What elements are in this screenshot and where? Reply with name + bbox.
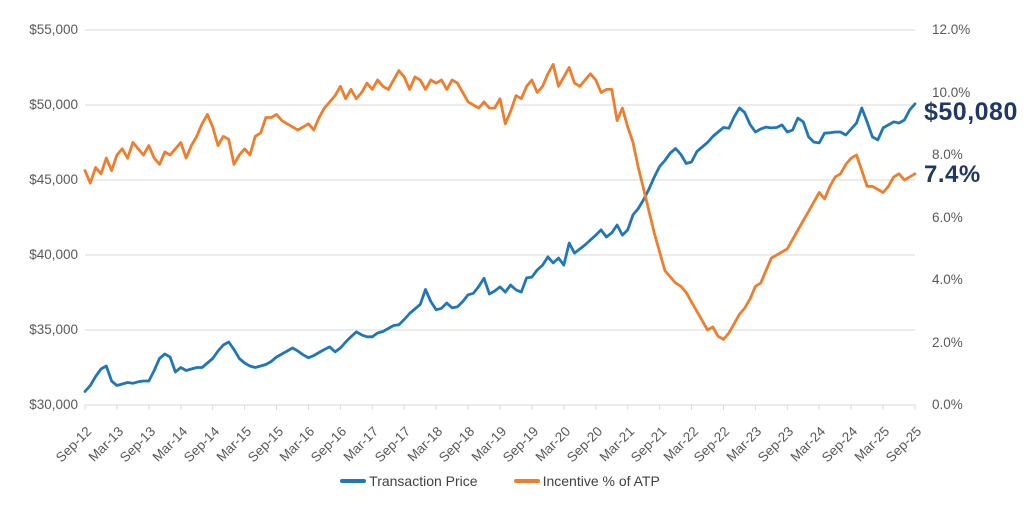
price-end-value-callout: $50,080 xyxy=(924,98,1018,126)
y-axis-right-label: 2.0% xyxy=(932,334,963,350)
y-axis-left-label: $30,000 xyxy=(29,397,78,412)
y-axis-right-label: 10.0% xyxy=(932,84,971,100)
y-axis-left-label: $50,000 xyxy=(29,97,78,112)
legend: Transaction Price Incentive % of ATP xyxy=(0,469,1000,493)
y-axis-right-label: 8.0% xyxy=(932,147,963,162)
transaction-price-line xyxy=(83,102,917,393)
y-axis-right-label: 0.0% xyxy=(932,397,963,412)
legend-label: Incentive % of ATP xyxy=(542,473,660,489)
legend-swatch xyxy=(340,479,367,483)
legend-swatch xyxy=(513,479,540,483)
incentive-of-atp-line xyxy=(83,63,917,341)
y-axis-right-label: 4.0% xyxy=(932,272,963,287)
legend-item-transaction-price: Transaction Price xyxy=(340,473,478,489)
legend-label: Transaction Price xyxy=(369,473,478,489)
y-axis-left-label: $55,000 xyxy=(29,22,78,37)
incentive-end-value-callout: 7.4% xyxy=(924,161,981,188)
legend-item-incentive-of-atp: Incentive % of ATP xyxy=(513,473,660,489)
y-axis-right-label: 6.0% xyxy=(932,209,963,225)
y-axis-left-label: $45,000 xyxy=(29,172,78,187)
y-axis-left-label: $40,000 xyxy=(29,247,78,262)
y-axis-right-label: 12.0% xyxy=(932,22,971,37)
y-axis-left-label: $35,000 xyxy=(29,322,78,337)
